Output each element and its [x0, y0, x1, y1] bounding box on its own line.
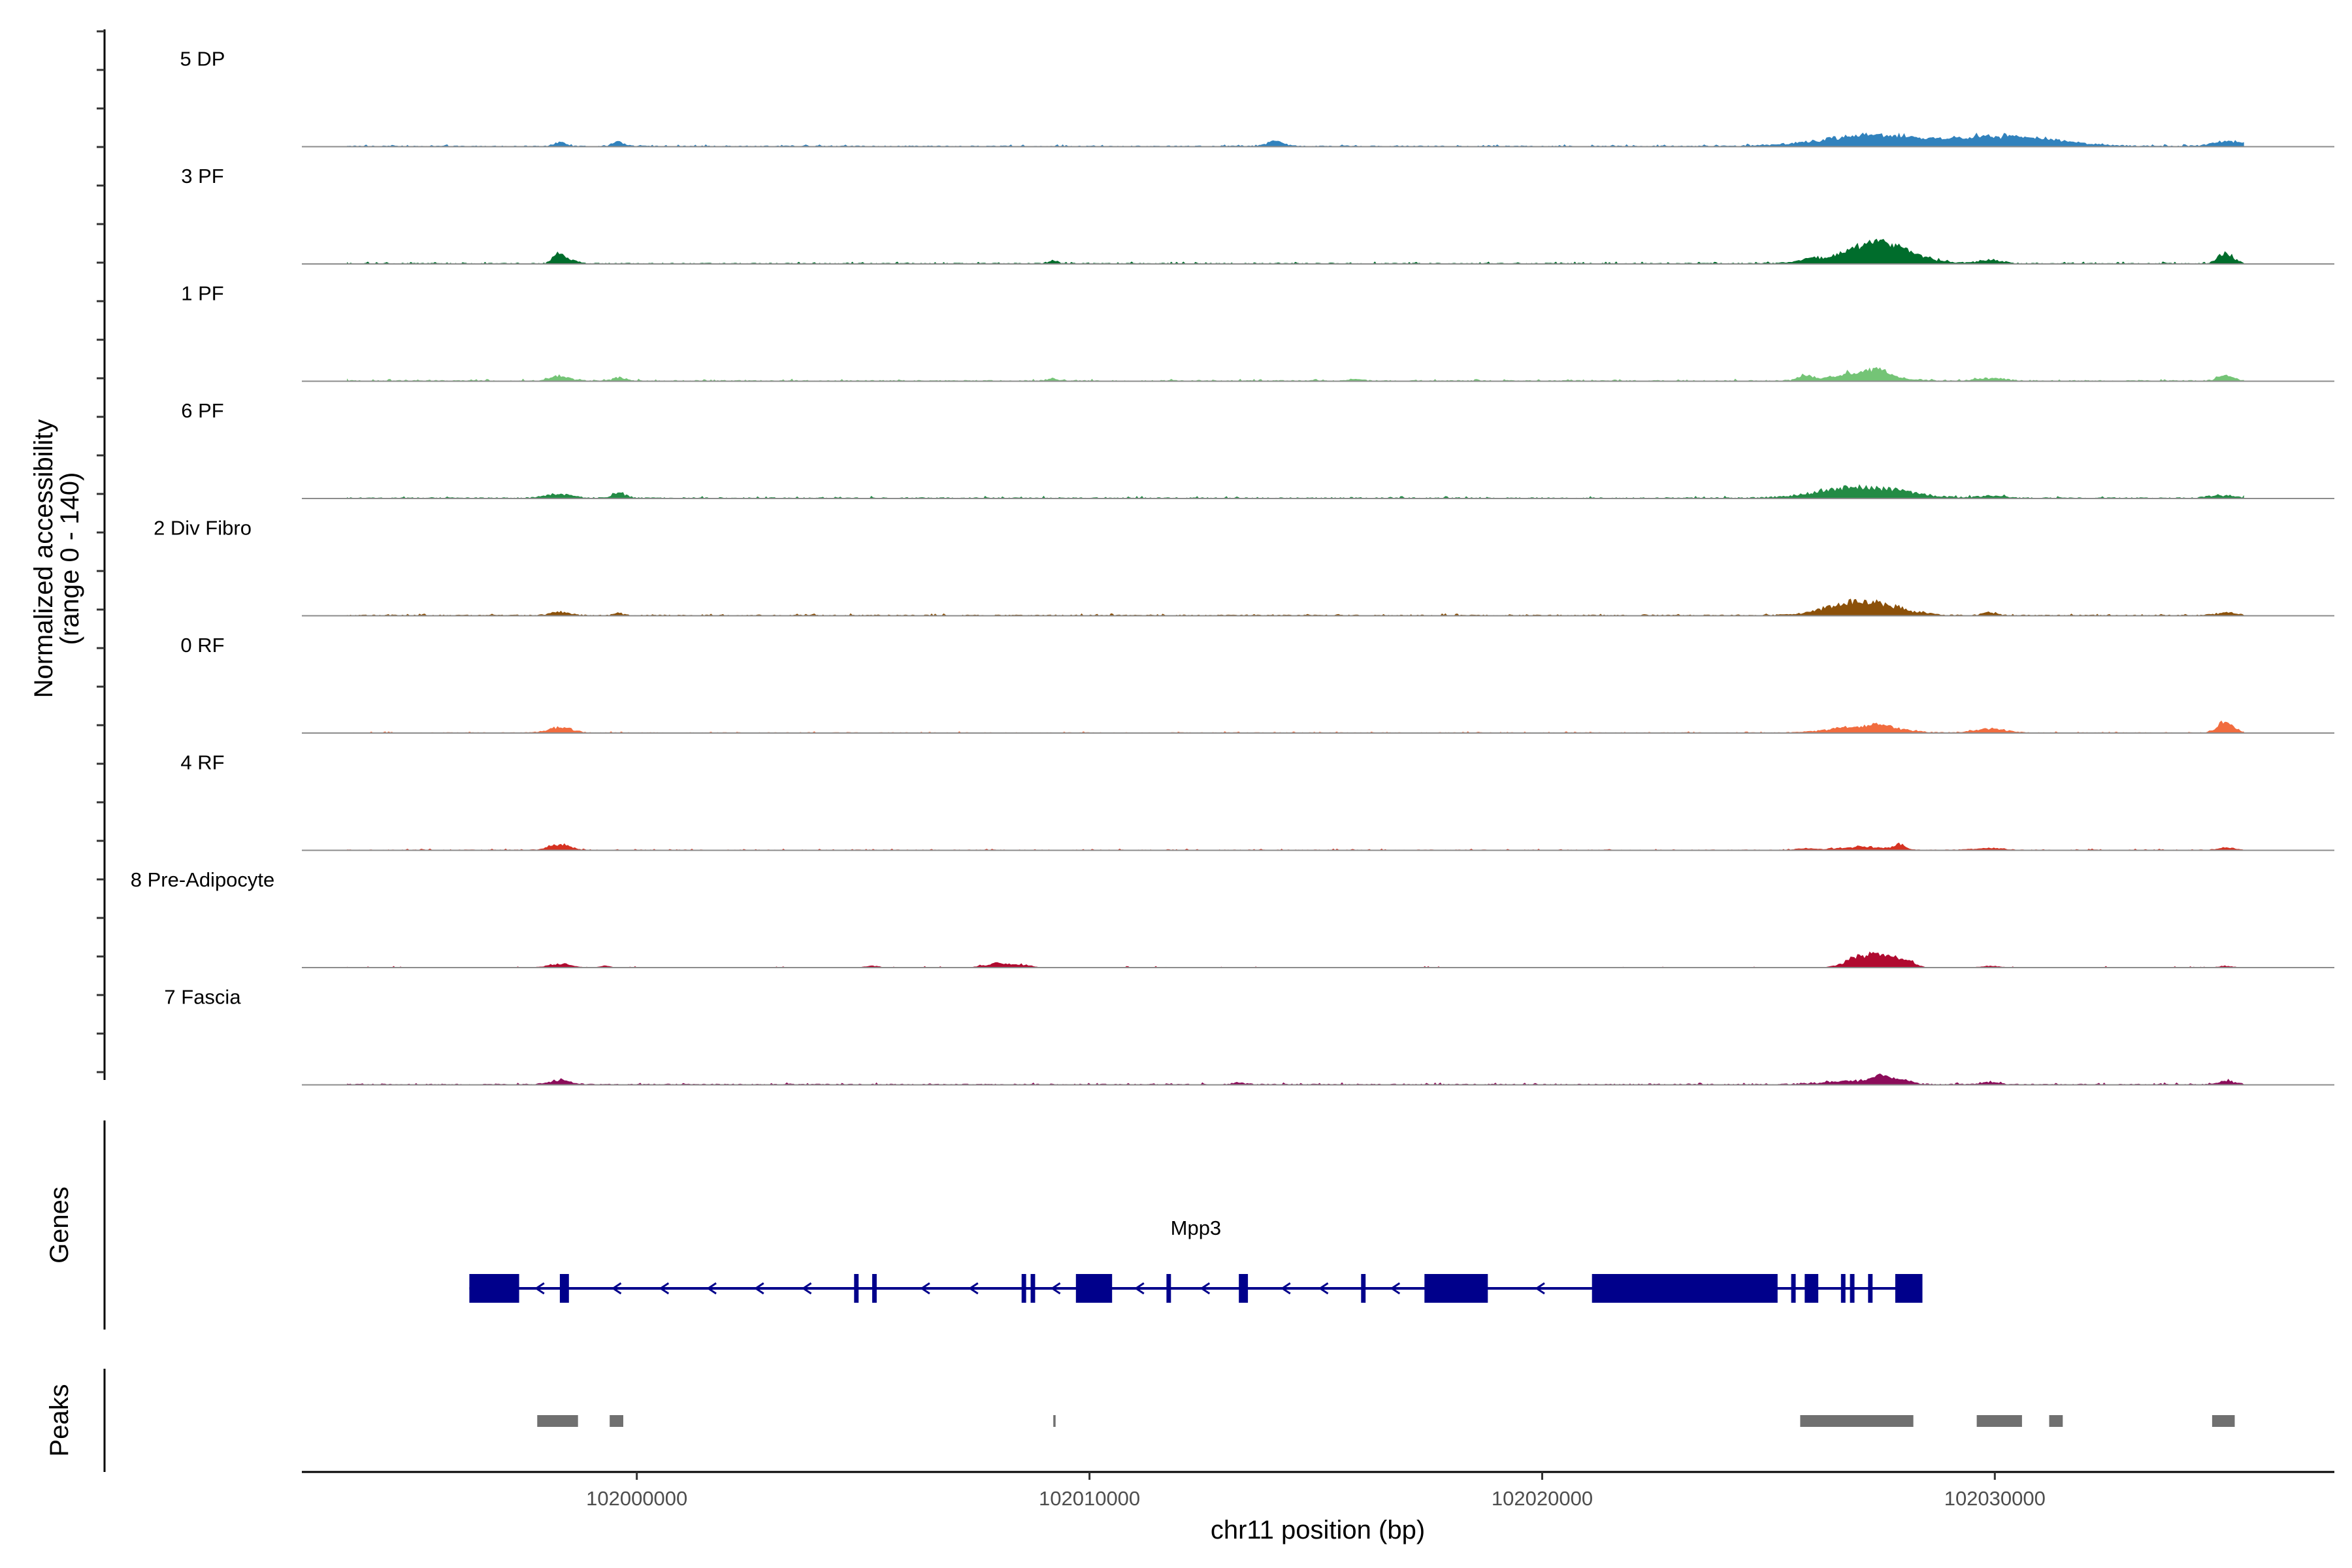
gene-exon	[1850, 1274, 1855, 1303]
coverage-signal	[347, 238, 2244, 265]
x-axis-tick-label: 102030000	[1944, 1487, 2046, 1510]
gene-exon	[1424, 1274, 1488, 1303]
gene-exon	[1592, 1274, 1778, 1303]
track-label: 6 PF	[181, 399, 223, 422]
y-axis-label-line2: (range 0 - 140)	[56, 472, 84, 645]
peak-region	[1800, 1415, 1914, 1427]
gene-strand-arrow	[1535, 1282, 1545, 1295]
coverage-track: 0 RF	[180, 634, 2334, 734]
coverage-track: 7 Fascia	[164, 986, 2334, 1086]
gene-strand-arrow	[1200, 1282, 1211, 1295]
peak-region	[2212, 1415, 2235, 1427]
coverage-track: 8 Pre-Adipocyte	[131, 868, 2334, 968]
coverage-axis-ticks	[97, 30, 105, 1073]
gene-strand-arrow	[659, 1282, 670, 1295]
coverage-tracks: 5 DP 3 PF 1 PF 6 PF 2 Div Fibro 0 RF 4 RF 8 Pre…	[131, 48, 2334, 1086]
gene-name-label: Mpp3	[1171, 1217, 1222, 1239]
gene-track: Mpp3	[469, 1217, 1923, 1303]
coverage-track: 6 PF	[181, 399, 2334, 499]
gene-strand-arrow	[1318, 1282, 1329, 1295]
peak-region	[610, 1415, 623, 1427]
gene-exon	[1030, 1274, 1036, 1303]
track-label: 3 PF	[181, 165, 223, 188]
track-label: 1 PF	[181, 282, 223, 305]
track-label: 0 RF	[180, 634, 224, 657]
gene-exon	[1791, 1274, 1796, 1303]
gene-strand-arrow	[920, 1282, 930, 1295]
x-axis-tick-label: 102000000	[586, 1487, 687, 1510]
gene-strand-arrow	[1390, 1282, 1401, 1295]
gene-strand-arrow	[1134, 1282, 1145, 1295]
track-label: 4 RF	[180, 751, 224, 774]
peak-track	[537, 1415, 2235, 1427]
coverage-track: 1 PF	[181, 282, 2334, 382]
peak-region	[537, 1415, 578, 1427]
gene-strand-arrow	[534, 1282, 545, 1295]
gene-exon	[1075, 1274, 1113, 1303]
y-axis-label-line1: Normalized accessibility	[29, 419, 58, 698]
gene-strand-arrow	[968, 1282, 979, 1295]
gene-exon	[1166, 1274, 1171, 1303]
gene-strand-arrow	[754, 1282, 764, 1295]
gene-exon	[872, 1274, 877, 1303]
gene-exon	[559, 1274, 569, 1303]
genes-track-label: Genes	[45, 1186, 74, 1264]
gene-strand-arrow	[706, 1282, 717, 1295]
peaks-track-label: Peaks	[45, 1384, 74, 1456]
gene-exon	[1805, 1274, 1819, 1303]
gene-strand-arrow	[611, 1282, 622, 1295]
gene-exon	[469, 1274, 519, 1303]
x-axis-tick-label: 102010000	[1039, 1487, 1140, 1510]
gene-exon	[854, 1274, 859, 1303]
gene-exon	[1895, 1274, 1923, 1303]
track-label: 5 DP	[180, 48, 225, 71]
peak-region	[1053, 1415, 1056, 1427]
gene-strand-arrow	[1281, 1282, 1291, 1295]
track-label: 2 Div Fibro	[154, 517, 252, 540]
gene-strand-arrow	[801, 1282, 812, 1295]
gene-exon	[1868, 1274, 1873, 1303]
gene-exon	[1361, 1274, 1366, 1303]
x-axis: 102000000 102010000 102020000 102030000	[586, 1472, 2046, 1510]
peak-region	[1976, 1415, 2022, 1427]
x-axis-title: chr11 position (bp)	[1211, 1516, 1425, 1544]
coverage-track: 5 DP	[180, 48, 2334, 148]
track-label: 8 Pre-Adipocyte	[131, 868, 275, 891]
gene-exon	[1021, 1274, 1026, 1303]
track-label: 7 Fascia	[164, 986, 241, 1009]
x-axis-tick-label: 102020000	[1492, 1487, 1593, 1510]
coverage-track: 2 Div Fibro	[154, 517, 2334, 617]
peak-region	[2049, 1415, 2063, 1427]
gene-exon	[1840, 1274, 1846, 1303]
gene-exon	[1239, 1274, 1249, 1303]
coverage-track: 3 PF	[181, 165, 2334, 265]
gene-strand-arrow	[1050, 1282, 1061, 1295]
coverage-track: 4 RF	[180, 751, 2334, 851]
